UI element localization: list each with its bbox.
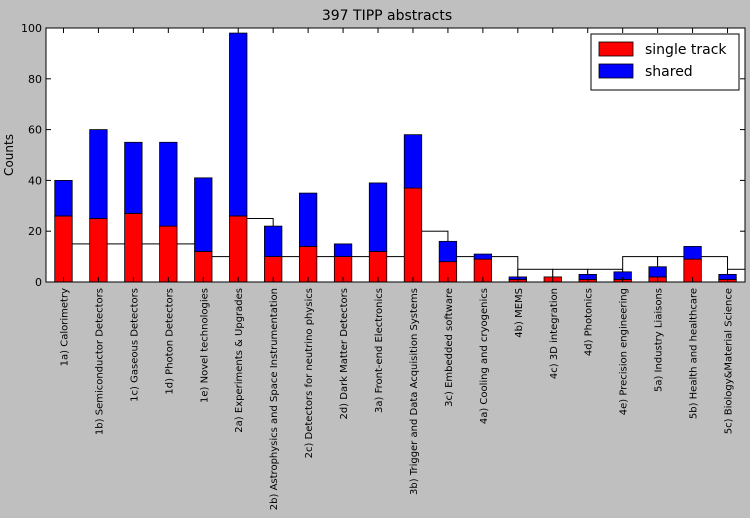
y-tick-label: 60: [28, 124, 42, 137]
x-tick-label: 2d) Dark Matter Detectors: [339, 288, 350, 420]
x-tick-label: 4a) Cooling and cryogenics: [479, 288, 490, 424]
bar-shared: [264, 225, 283, 257]
bar-single-track: [124, 213, 143, 283]
y-tick-label: 80: [28, 73, 42, 86]
bar-shared: [298, 192, 318, 247]
bar-shared: [89, 129, 108, 219]
x-tick-label: 5b) Health and healthcare: [689, 288, 700, 419]
x-tick-label: 1b) Semiconductor Detectors: [94, 288, 105, 435]
y-tick-label: 100: [21, 22, 42, 35]
bar-shared: [194, 177, 213, 252]
x-tick-label: 4c) 3D integration: [549, 288, 560, 379]
y-tick-label: 20: [28, 225, 42, 238]
bar-single-track: [89, 218, 108, 283]
x-tick-label: 5a) Industry Liaisons: [654, 288, 665, 392]
bar-shared: [124, 141, 143, 214]
y-axis-label: Counts: [2, 134, 16, 176]
y-tick-label: 0: [35, 276, 42, 289]
plot-frame: [45, 27, 746, 283]
x-tick-label: 4b) MEMS: [514, 288, 525, 338]
bar-shared: [54, 179, 73, 217]
x-tick-label: 2b) Astrophysics and Space Instrumentati…: [269, 288, 280, 510]
legend-swatch: [598, 41, 634, 57]
bar-single-track: [54, 215, 73, 283]
bar-single-track: [298, 246, 318, 283]
bar-shared: [368, 182, 388, 252]
legend-label: shared: [645, 64, 693, 80]
x-tick-label: 1e) Novel technologies: [199, 288, 210, 403]
bar-shared: [438, 240, 458, 263]
x-tick-label: 1c) Gaseous Detectors: [129, 288, 140, 402]
bar-shared: [473, 253, 493, 260]
bar-shared: [229, 32, 248, 217]
legend-swatch: [598, 63, 634, 79]
bar-single-track: [159, 225, 178, 283]
bar-single-track: [403, 187, 423, 283]
x-tick-label: 3c) Embedded software: [444, 288, 455, 407]
x-tick-label: 4e) Precision engineering: [619, 288, 630, 415]
x-tick-label: 2c) Detectors for neutrino physics: [304, 288, 315, 458]
bars-layer: [54, 32, 746, 283]
y-axis: 0 20 40 60 80 100: [21, 22, 745, 289]
x-tick-label: 1d) Photon Detectors: [164, 288, 175, 395]
legend-label: single track: [645, 42, 727, 58]
bar-shared: [683, 246, 702, 260]
bar-single-track: [229, 215, 248, 283]
x-tick-label: 2a) Experiments & Upgrades: [234, 288, 245, 433]
x-tick-label: 3b) Trigger and Data Acquisition Systems: [409, 288, 420, 495]
x-tick-label: 3a) Front-end Electronics: [374, 288, 385, 413]
bar-shared: [648, 266, 667, 278]
x-axis: 1a) Calorimetry 1b) Semiconductor Detecto…: [59, 28, 735, 510]
bar-shared: [159, 141, 178, 227]
x-tick-label: 5c) Biology&Material Science: [724, 288, 735, 434]
bar-shared: [403, 134, 423, 189]
bar-shared: [333, 243, 353, 257]
y-tick-label: 40: [28, 174, 42, 187]
x-tick-label: 4d) Photonics: [584, 288, 595, 356]
legend: single track shared: [590, 33, 740, 91]
x-tick-label: 1a) Calorimetry: [59, 288, 70, 366]
chart-title: 397 TIPP abstracts: [322, 8, 452, 24]
